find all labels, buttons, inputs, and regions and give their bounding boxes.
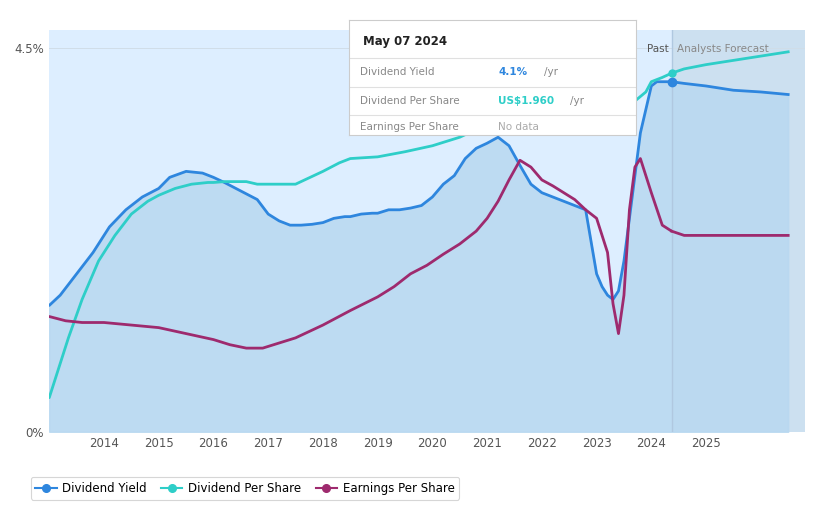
- Legend: Dividend Yield, Dividend Per Share, Earnings Per Share: Dividend Yield, Dividend Per Share, Earn…: [30, 477, 460, 499]
- Text: Past: Past: [647, 44, 669, 54]
- Text: Dividend Yield: Dividend Yield: [360, 68, 435, 77]
- Text: US$1.960: US$1.960: [498, 96, 554, 106]
- Text: /yr: /yr: [570, 96, 585, 106]
- Text: No data: No data: [498, 121, 539, 132]
- Text: /yr: /yr: [544, 68, 558, 77]
- Text: Analysts Forecast: Analysts Forecast: [677, 44, 768, 54]
- Text: 4.1%: 4.1%: [498, 68, 527, 77]
- Bar: [672, 30, 805, 432]
- Bar: [49, 30, 672, 432]
- Text: May 07 2024: May 07 2024: [363, 35, 447, 48]
- Text: Dividend Per Share: Dividend Per Share: [360, 96, 460, 106]
- Text: Earnings Per Share: Earnings Per Share: [360, 121, 459, 132]
